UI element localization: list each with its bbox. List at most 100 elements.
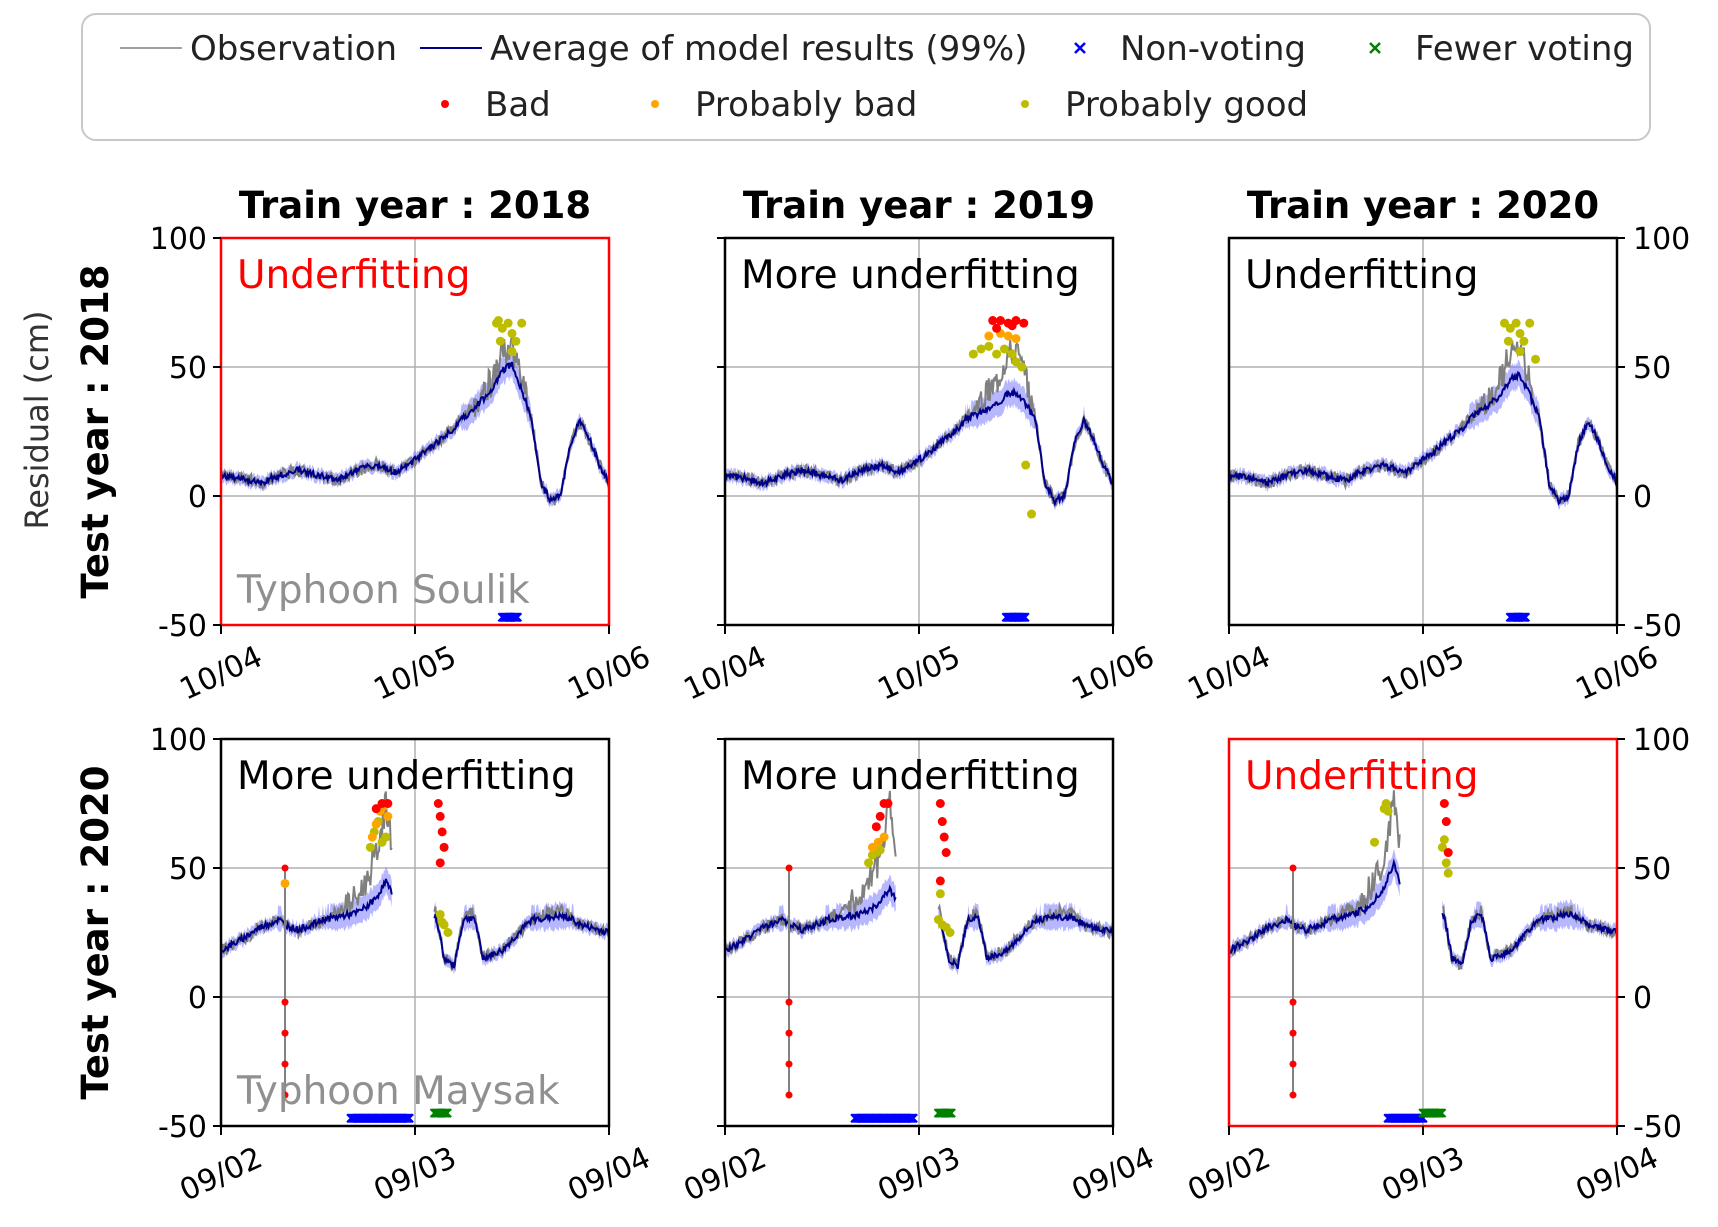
probably-good-marker [1511,318,1521,328]
probably-good-marker [968,349,978,359]
bad-marker [1007,321,1017,331]
bad-marker [935,876,945,886]
bad-marker [281,1029,289,1037]
probably-bad-marker [1003,331,1013,341]
legend-x-swatch [1074,42,1086,54]
probably-good-marker [1515,328,1525,338]
legend-label: Probably bad [695,85,917,125]
probably-good-marker [1437,842,1447,852]
y-tick-label: -50 [158,1110,207,1145]
bad-marker [433,799,443,808]
bad-marker [995,316,1005,326]
bad-marker [281,864,289,872]
legend-entry: Observation [120,29,397,69]
bad-marker [1289,1091,1297,1099]
y-tick-label: 100 [1633,723,1690,758]
x-tick-label: 09/04 [563,1140,656,1208]
legend-label: Fewer voting [1415,29,1634,69]
bad-marker [439,842,449,852]
bad-marker [785,998,793,1006]
panel: Train year : 2020 Underfitting -50 0 50 100 10… [1183,184,1691,708]
probably-good-marker [864,858,874,868]
x-tick-label: 10/04 [175,639,268,707]
bad-marker [988,316,998,326]
x-tick-label: 10/06 [563,639,656,707]
probably-good-marker [511,336,521,346]
legend-x-swatch [1369,42,1381,54]
bad-marker [937,817,947,827]
probably-good-marker [381,832,391,842]
model-average-line [220,878,610,971]
column-title: Train year : 2018 [239,184,591,227]
bad-marker [883,799,893,808]
bad-marker [435,858,445,868]
uncertainty-band [938,901,1113,976]
panel: More underfitting 09/02 09/03 09/04 [679,737,1160,1209]
bad-marker [281,998,289,1006]
non-voting-marker [512,612,523,622]
bad-marker [785,1091,793,1099]
x-tick-label: 10/05 [873,639,966,707]
probably-good-marker [945,928,955,937]
probably-good-marker [1017,362,1027,372]
model-average-line [724,386,1114,508]
legend-label: Observation [190,29,397,69]
probably-good-marker [1503,336,1513,346]
y-tick-label: 100 [150,723,207,758]
model-average-line [1228,370,1618,506]
bad-marker [1289,998,1297,1006]
non-voting-marker [1020,612,1030,622]
bad-marker [992,323,1002,333]
column-title: Train year : 2019 [743,184,1095,227]
probably-bad-marker [280,878,290,888]
probably-good-marker [1525,318,1535,328]
probably-good-marker [1519,336,1529,346]
probably-good-marker [495,336,505,346]
event-label: Typhoon Soulik [236,568,530,613]
probably-good-marker [1021,460,1031,470]
legend-label: Probably good [1065,85,1308,125]
x-tick-label: 09/03 [369,1140,462,1208]
probably-good-marker [935,889,945,899]
row-label: Test year : 2018 [74,265,117,599]
y-tick-label: 50 [1633,852,1671,887]
panel: More underfitting Typhoon Maysak -50 0 50 100… [74,723,656,1209]
y-tick-label: -50 [1633,1110,1682,1145]
bad-marker [437,827,447,837]
panels: Train year : 2018 Underfitting Typhoon Sou… [74,184,1690,1209]
probably-good-marker [443,928,453,937]
probably-good-marker [1370,837,1379,847]
bad-marker [1289,1029,1297,1037]
probably-good-marker [1027,509,1037,519]
bad-marker [371,804,381,814]
probably-good-marker [1515,347,1525,357]
legend-label: Bad [485,85,551,125]
bad-marker [939,832,949,842]
probably-good-marker [437,917,447,927]
x-tick-label: 09/03 [1377,1140,1470,1208]
bad-marker [435,811,445,821]
probably-good-marker [1531,354,1541,364]
legend-entry: Bad [441,85,551,125]
x-tick-label: 09/04 [1571,1140,1664,1208]
x-tick-label: 09/04 [1067,1140,1160,1208]
bad-marker [935,799,945,808]
legend-entry: Average of model results (99%) [420,29,1028,69]
probably-good-marker [1011,357,1021,367]
legend-dot-swatch [441,100,449,108]
y-tick-label: 50 [169,351,207,386]
panel: Underfitting -50 0 50 100 09/02 09/03 09/04 [1183,723,1691,1209]
probably-bad-marker [383,811,393,821]
x-tick-label: 09/02 [175,1140,268,1208]
legend-dot-swatch [1021,100,1029,108]
non-voting-marker [1520,612,1531,622]
x-tick-label: 09/02 [679,1140,772,1208]
probably-bad-marker [367,832,377,842]
probably-good-marker [493,316,503,326]
bad-marker [1439,799,1449,808]
bad-marker [1443,848,1453,858]
probably-good-marker [507,347,517,357]
probably-good-marker [1439,835,1449,845]
y-tick-label: 0 [1633,981,1652,1016]
probably-good-marker [875,845,885,855]
